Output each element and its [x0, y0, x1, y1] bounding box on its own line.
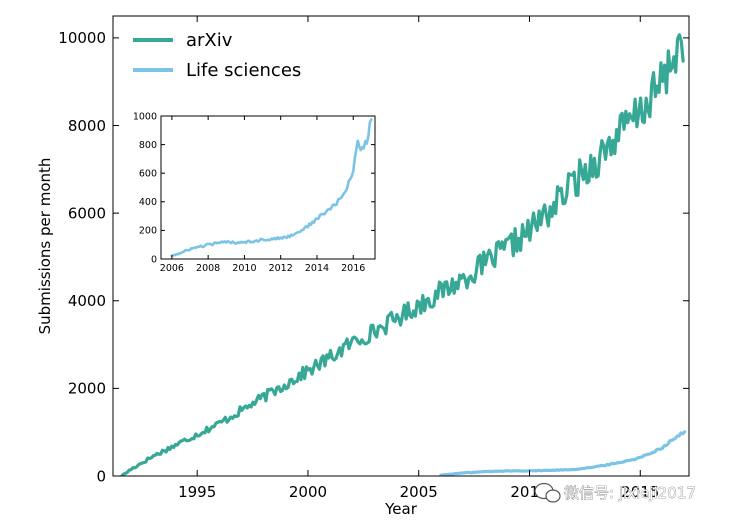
inset-axes: 2006 2008 2010 2012 2014 2016 0 200 400 600 800 100…	[133, 111, 376, 274]
inset-x-tick-label: 2012	[269, 263, 293, 274]
watermark: 微信号: jixieji2017	[534, 482, 696, 503]
main-y-tick-label: 8000	[68, 117, 106, 135]
legend: arXiv Life sciences	[133, 30, 301, 81]
watermark-text: 微信号: jixieji2017	[564, 484, 696, 502]
main-y-tick-label: 4000	[68, 292, 106, 310]
main-axes: 1995 2000 2005 2010 201502000400060008000100…	[58, 15, 690, 501]
main-x-tick-label: 2005	[400, 483, 438, 501]
inset-x-tick-label: 2008	[196, 263, 220, 274]
inset-x-tick-label: 2006	[160, 263, 184, 274]
legend-label-arxiv: arXiv	[186, 30, 233, 51]
main-y-tick-label: 10000	[58, 29, 106, 47]
inset-y-tick-label: 1000	[133, 111, 157, 122]
inset-y-tick-label: 0	[151, 254, 157, 265]
main-series-life-sciences	[439, 430, 687, 476]
main-y-tick-label: 6000	[68, 204, 106, 222]
inset-series-main	[170, 118, 373, 258]
inset-x-tick-label: 2014	[305, 263, 329, 274]
main-y-tick-label: 0	[96, 467, 106, 485]
x-axis-label: Year	[384, 500, 418, 518]
main-x-tick-label: 1995	[178, 483, 216, 501]
inset-y-tick-label: 800	[139, 140, 157, 151]
main-x-tick-label: 2000	[289, 483, 327, 501]
inset-x-tick-label: 2016	[341, 263, 365, 274]
main-frame	[112, 15, 690, 477]
wechat-icon	[534, 482, 561, 503]
inset-y-tick-label: 400	[139, 197, 157, 208]
inset-x-tick-label: 2010	[232, 263, 256, 274]
y-axis-label: Submissions per month	[36, 158, 54, 335]
inset-y-tick-label: 200	[139, 226, 157, 237]
main-x-tick-label: 2015	[621, 483, 659, 501]
inset-y-tick-label: 600	[139, 169, 157, 180]
inset-frame	[160, 115, 376, 260]
legend-label-life-sciences: Life sciences	[186, 60, 301, 81]
main-y-tick-label: 2000	[68, 380, 106, 398]
main-series-arxiv	[120, 33, 685, 476]
